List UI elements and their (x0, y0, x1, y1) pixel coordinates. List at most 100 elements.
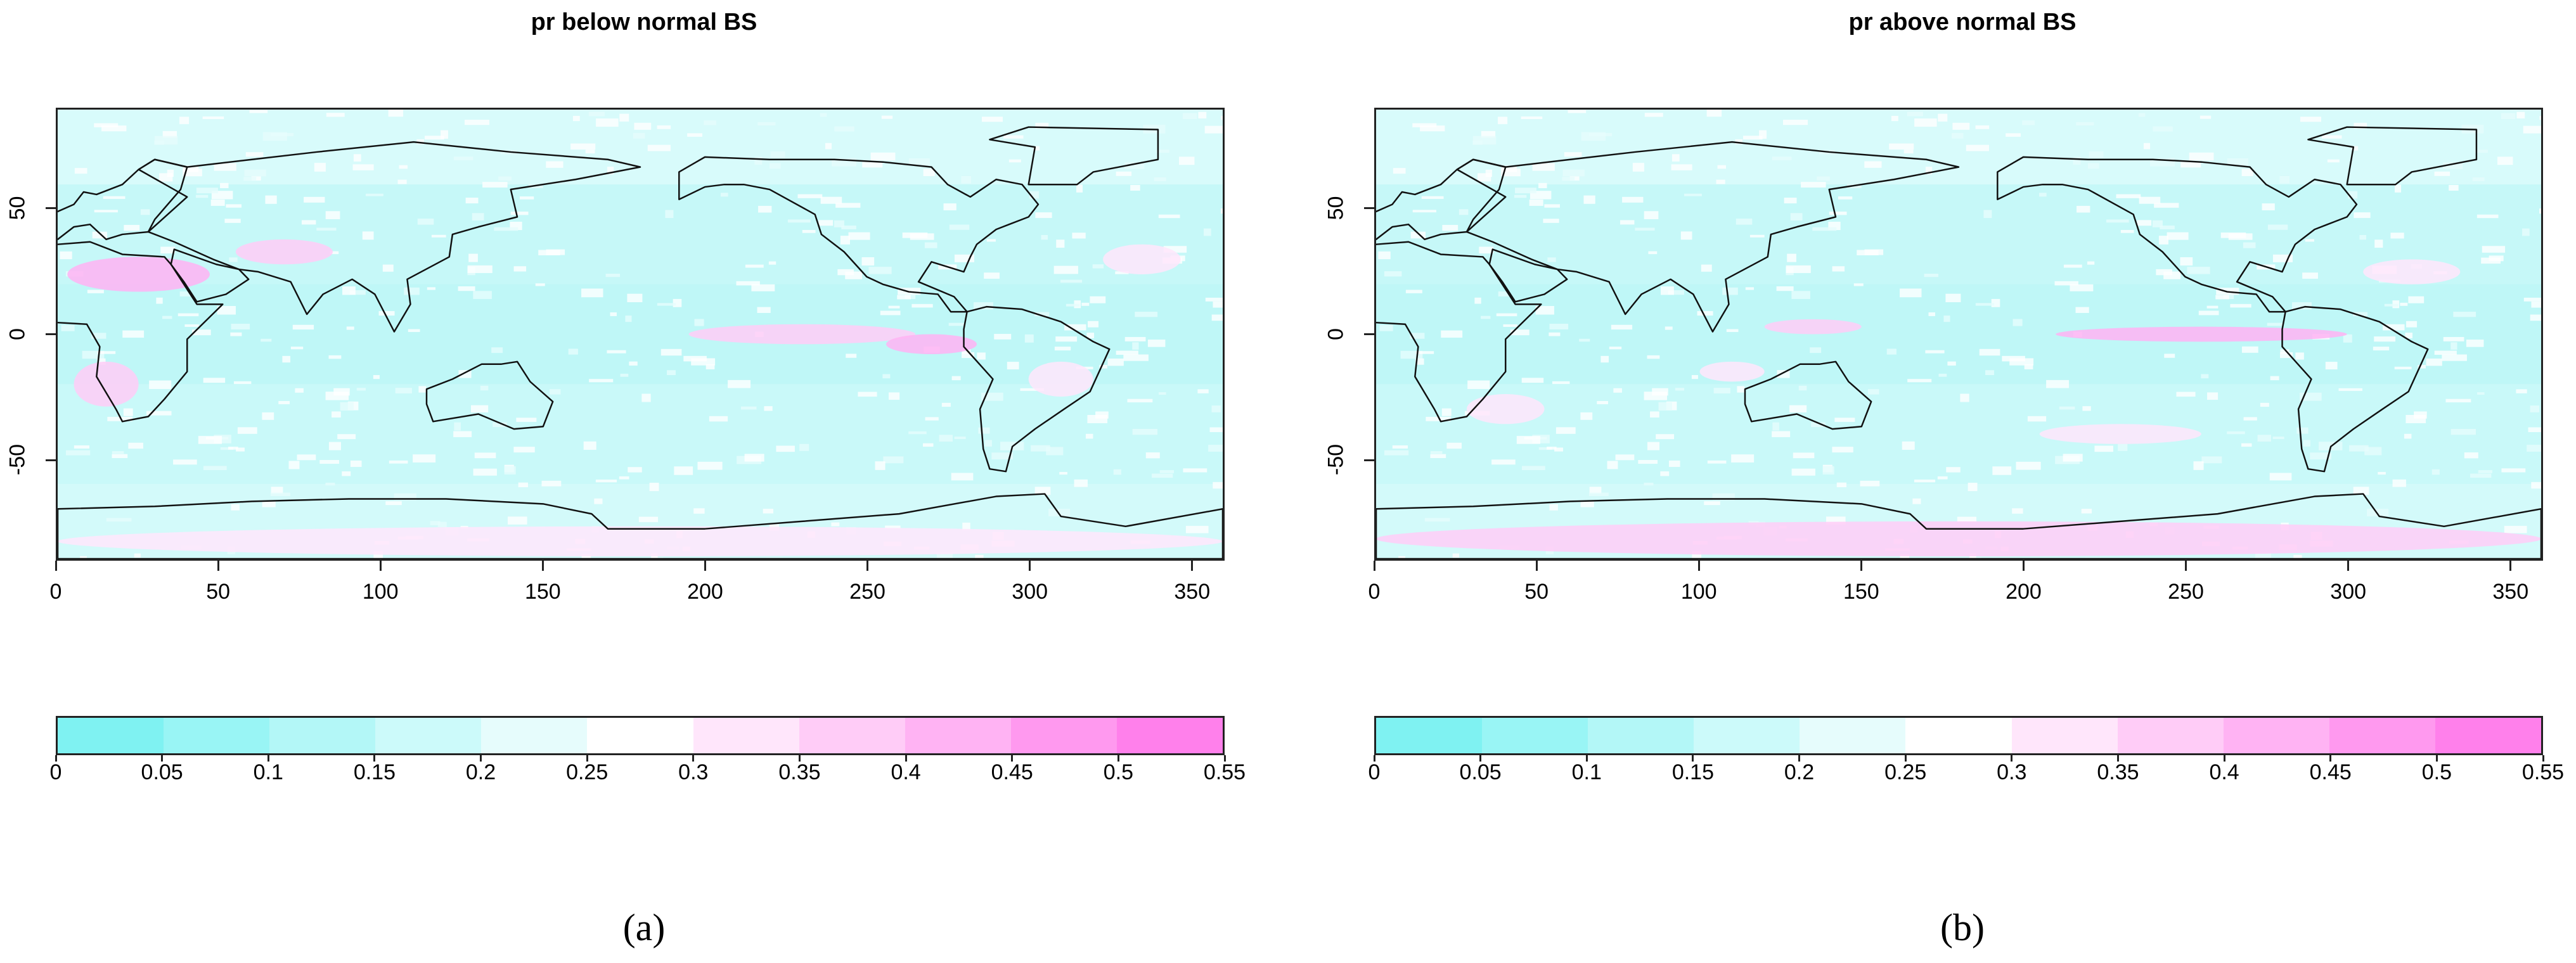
field-cell (245, 152, 264, 157)
field-cell (951, 473, 974, 481)
field-cell (1822, 466, 1834, 475)
field-cell (818, 220, 834, 226)
field-cell (628, 467, 642, 473)
field-cell (1076, 184, 1083, 193)
field-cell (691, 358, 716, 366)
field-cell (1967, 482, 1978, 492)
field-cell (1384, 271, 1402, 277)
field-cell (1772, 431, 1791, 437)
map-svg (58, 110, 1223, 559)
field-cell (1644, 113, 1663, 117)
field-cell (373, 551, 383, 559)
field-cell (2348, 191, 2358, 199)
field-cell (74, 445, 90, 449)
field-cell (1952, 122, 1970, 130)
field-cell (858, 392, 877, 397)
field-cell (1029, 191, 1040, 199)
field-cell (106, 518, 132, 522)
anomaly-region (1699, 361, 1765, 382)
field-cell (282, 355, 291, 363)
field-cell (1722, 287, 1738, 295)
field-cell (1491, 459, 1516, 465)
field-cell (1562, 177, 1575, 181)
colorbar-tick-label: 0.55 (2521, 760, 2565, 784)
field-cell (519, 196, 534, 200)
field-cell (1159, 392, 1166, 395)
field-cell (454, 422, 461, 431)
colorbar-tick (1479, 755, 1482, 762)
field-cell (1562, 169, 1585, 177)
field-cell (581, 554, 591, 559)
field-cell (902, 232, 928, 238)
field-cell (491, 347, 503, 354)
x-tick-mark (704, 561, 706, 571)
field-cell (1113, 469, 1121, 475)
field-cell (2516, 389, 2527, 393)
field-cell (1620, 220, 1635, 225)
x-tick-mark (1191, 561, 1194, 571)
field-band (1376, 110, 2541, 185)
colorbar-segment (1116, 718, 1223, 753)
anomaly-region (58, 526, 1223, 557)
field-cell (943, 203, 956, 210)
field-cell (236, 447, 245, 452)
field-cell (2531, 482, 2541, 489)
field-cell (736, 281, 760, 286)
anomaly-region (2056, 326, 2347, 342)
field-cell (1085, 433, 1093, 439)
field-cell (1420, 125, 1445, 132)
field-cell (1060, 279, 1083, 283)
field-cell (2476, 214, 2499, 219)
field-cell (978, 427, 990, 434)
field-cell (353, 154, 361, 162)
field-cell (834, 220, 844, 227)
field-cell (1547, 257, 1556, 262)
field-cell (1777, 370, 1790, 378)
field-cell (61, 324, 75, 331)
field-cell (493, 422, 507, 428)
field-cell (1860, 480, 1880, 487)
colorbar-tick-label: 0.45 (2309, 760, 2352, 784)
field-cell (1914, 479, 1936, 483)
field-cell (1658, 402, 1672, 411)
field-cell (961, 175, 972, 184)
anomaly-region (74, 361, 139, 407)
field-cell (518, 482, 529, 488)
field-cell (1424, 518, 1450, 522)
field-cell (1158, 214, 1180, 219)
field-cell (1726, 329, 1739, 333)
field-cell (1538, 182, 1547, 188)
field-cell (2349, 445, 2369, 452)
colorbar-tick (480, 755, 482, 762)
field-cell (1154, 177, 1166, 181)
panel-a: pr below normal BS 0 50 100 150 200 250 300 350… (5, 9, 1246, 948)
field-cell (2418, 365, 2426, 369)
field-cell (465, 119, 489, 125)
field-cell (1564, 152, 1582, 157)
field-cell (2482, 246, 2506, 253)
field-cell (278, 400, 290, 405)
field-cell (1644, 482, 1654, 486)
field-cell (607, 167, 614, 175)
field-cell (1832, 447, 1853, 453)
field-cell (647, 144, 671, 151)
field-cell (776, 445, 795, 452)
field-cell (210, 200, 225, 206)
field-cell (1479, 246, 1494, 254)
map-plot-area (1374, 108, 2543, 561)
field-cell (417, 219, 434, 225)
colorbar-tick (905, 755, 907, 762)
colorbar-tick (798, 755, 801, 762)
field-cell (243, 177, 257, 181)
coastline (138, 141, 641, 333)
colorbar-tick (1011, 755, 1014, 762)
field-cell (2405, 414, 2426, 424)
y-tick-label: 50 (5, 196, 30, 220)
field-cell (316, 227, 337, 231)
field-cell (295, 388, 304, 393)
field-cell (2408, 296, 2425, 303)
colorbar-tick-label: 0.35 (778, 760, 821, 784)
x-tick-label: 300 (1012, 580, 1048, 604)
field-cell (427, 287, 436, 290)
field-cell (1790, 213, 1803, 221)
